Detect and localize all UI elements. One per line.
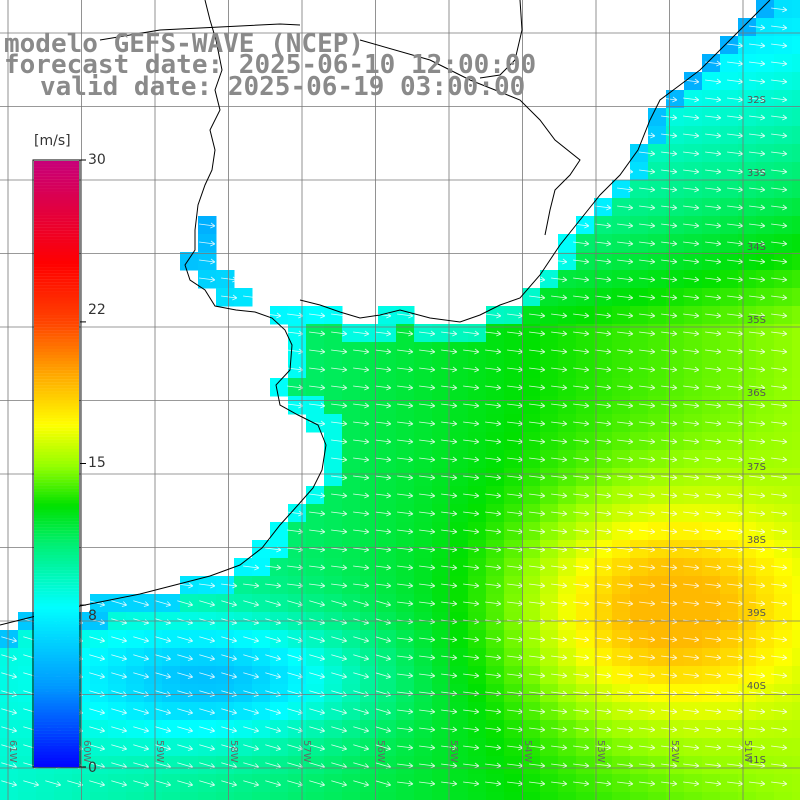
latitude-label: 34S bbox=[746, 241, 766, 253]
longitude-label: 53W bbox=[595, 740, 606, 763]
longitude-label: 61W bbox=[7, 740, 18, 763]
colorbar-tick-8: 8 bbox=[88, 608, 97, 624]
colorbar-tick-0: 0 bbox=[88, 760, 97, 776]
colorbar-ticks bbox=[80, 159, 86, 768]
colorbar-tick-15: 15 bbox=[88, 455, 106, 471]
longitude-label: 55W bbox=[448, 740, 459, 763]
colorbar-tick-30: 30 bbox=[88, 152, 106, 168]
longitude-label: 51W bbox=[742, 740, 753, 763]
latitude-label: 39S bbox=[746, 608, 766, 620]
latitude-label: 41S bbox=[746, 754, 766, 766]
river-borders bbox=[99, 0, 581, 236]
colorbar bbox=[34, 161, 79, 768]
longitude-label: 54W bbox=[521, 740, 533, 763]
longitude-label: 58W bbox=[227, 740, 239, 763]
latitude-label: 36S bbox=[746, 388, 766, 400]
latitude-label: 35S bbox=[746, 314, 766, 326]
colorbar-unit: [m/s] bbox=[34, 133, 71, 149]
longitude-label: 56W bbox=[374, 740, 386, 763]
colorbar-tick-22: 22 bbox=[88, 302, 106, 318]
latitude-label: 37S bbox=[746, 461, 766, 473]
coastline bbox=[0, 0, 771, 626]
latitude-label: 33S bbox=[746, 168, 766, 180]
latitude-label: 40S bbox=[746, 681, 766, 693]
latitude-label: 32S bbox=[746, 95, 766, 106]
longitude-label: 52W bbox=[668, 740, 680, 763]
longitude-label: 60W bbox=[80, 740, 92, 763]
valid-date: valid date: 2025-06-19 03:00:00 bbox=[40, 72, 526, 102]
longitude-label: 59W bbox=[154, 740, 165, 763]
forecast-date: forecast date: 2025-06-10 12:00:00 bbox=[4, 50, 537, 80]
model-title: modelo GEFS-WAVE (NCEP) bbox=[4, 29, 365, 59]
latitude-label: 38S bbox=[746, 534, 766, 546]
longitude-label: 57W bbox=[301, 740, 312, 763]
